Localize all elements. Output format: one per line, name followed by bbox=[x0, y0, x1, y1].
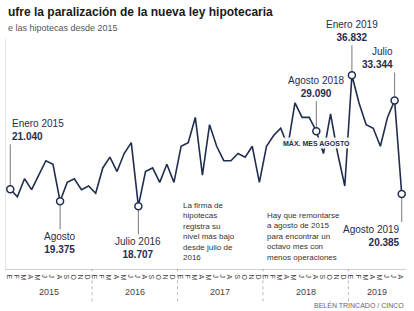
svg-text:Agosto 201829.090: Agosto 201829.090 bbox=[288, 75, 345, 99]
svg-text:D: D bbox=[169, 275, 176, 280]
svg-text:M: M bbox=[290, 275, 297, 281]
svg-text:Agosto 201920.385: Agosto 201920.385 bbox=[343, 224, 400, 248]
svg-text:A: A bbox=[312, 275, 319, 280]
svg-text:A: A bbox=[283, 275, 290, 280]
svg-text:2018: 2018 bbox=[296, 287, 316, 297]
svg-text:Enero 201521.040: Enero 201521.040 bbox=[12, 118, 64, 142]
svg-text:N: N bbox=[162, 275, 169, 280]
svg-text:O: O bbox=[70, 275, 77, 281]
svg-text:N: N bbox=[248, 275, 255, 280]
svg-text:M: M bbox=[191, 275, 198, 281]
svg-text:E: E bbox=[177, 275, 184, 280]
svg-text:J: J bbox=[48, 275, 55, 279]
svg-text:S: S bbox=[148, 275, 155, 280]
svg-text:2019: 2019 bbox=[367, 287, 387, 297]
svg-text:A: A bbox=[141, 275, 148, 280]
svg-text:E: E bbox=[6, 275, 13, 280]
svg-text:ufre la paralización de la nue: ufre la paralización de la nueva ley hip… bbox=[8, 5, 273, 34]
svg-text:J: J bbox=[390, 275, 397, 279]
svg-text:Julio 201618.707: Julio 201618.707 bbox=[115, 236, 161, 260]
svg-text:M: M bbox=[120, 275, 127, 281]
svg-text:N: N bbox=[77, 275, 84, 280]
svg-text:F: F bbox=[355, 275, 362, 279]
svg-text:F: F bbox=[184, 275, 191, 279]
svg-text:MÁX. MES AGOSTO: MÁX. MES AGOSTO bbox=[283, 139, 350, 147]
svg-text:D: D bbox=[255, 275, 262, 280]
svg-text:J: J bbox=[134, 275, 141, 279]
svg-text:S: S bbox=[234, 275, 241, 280]
svg-text:M: M bbox=[205, 275, 212, 281]
svg-text:E: E bbox=[347, 275, 354, 280]
svg-text:M: M bbox=[34, 275, 41, 281]
svg-text:A: A bbox=[27, 275, 34, 280]
svg-text:2016: 2016 bbox=[125, 287, 145, 297]
svg-text:M: M bbox=[376, 275, 383, 281]
svg-text:J: J bbox=[41, 275, 48, 279]
svg-text:A: A bbox=[369, 275, 376, 280]
svg-text:J: J bbox=[305, 275, 312, 279]
svg-text:J: J bbox=[212, 275, 219, 279]
svg-text:A: A bbox=[397, 275, 404, 280]
svg-text:Julio33.344: Julio33.344 bbox=[362, 46, 393, 70]
svg-text:BELÉN TRINCADO / CINCO: BELÉN TRINCADO / CINCO bbox=[314, 301, 404, 309]
svg-text:M: M bbox=[105, 275, 112, 281]
svg-text:Agosto19.375: Agosto19.375 bbox=[44, 231, 76, 255]
svg-text:J: J bbox=[219, 275, 226, 279]
svg-text:Hay que remontarsea agosto de: Hay que remontarsea agosto de 2015para e… bbox=[267, 211, 340, 262]
svg-text:2015: 2015 bbox=[39, 287, 59, 297]
svg-text:O: O bbox=[326, 275, 333, 281]
svg-text:F: F bbox=[13, 275, 20, 279]
svg-text:O: O bbox=[241, 275, 248, 281]
svg-text:D: D bbox=[340, 275, 347, 280]
svg-text:S: S bbox=[319, 275, 326, 280]
svg-text:M: M bbox=[362, 275, 369, 281]
svg-text:M: M bbox=[20, 275, 27, 281]
svg-text:J: J bbox=[383, 275, 390, 279]
svg-text:La firma dehipotecasregistra s: La firma dehipotecasregistra sunivel más… bbox=[183, 201, 235, 262]
svg-text:N: N bbox=[333, 275, 340, 280]
svg-text:S: S bbox=[63, 275, 70, 280]
svg-text:F: F bbox=[98, 275, 105, 279]
svg-text:J: J bbox=[298, 275, 305, 279]
svg-text:F: F bbox=[269, 275, 276, 279]
svg-text:A: A bbox=[226, 275, 233, 280]
svg-text:O: O bbox=[155, 275, 162, 281]
svg-text:J: J bbox=[127, 275, 134, 279]
svg-text:A: A bbox=[113, 275, 120, 280]
svg-text:D: D bbox=[84, 275, 91, 280]
svg-text:M: M bbox=[276, 275, 283, 281]
svg-text:A: A bbox=[198, 275, 205, 280]
svg-text:E: E bbox=[91, 275, 98, 280]
svg-text:Enero 201936.832: Enero 201936.832 bbox=[326, 19, 378, 43]
svg-text:2017: 2017 bbox=[210, 287, 230, 297]
svg-text:E: E bbox=[262, 275, 269, 280]
svg-text:A: A bbox=[56, 275, 63, 280]
